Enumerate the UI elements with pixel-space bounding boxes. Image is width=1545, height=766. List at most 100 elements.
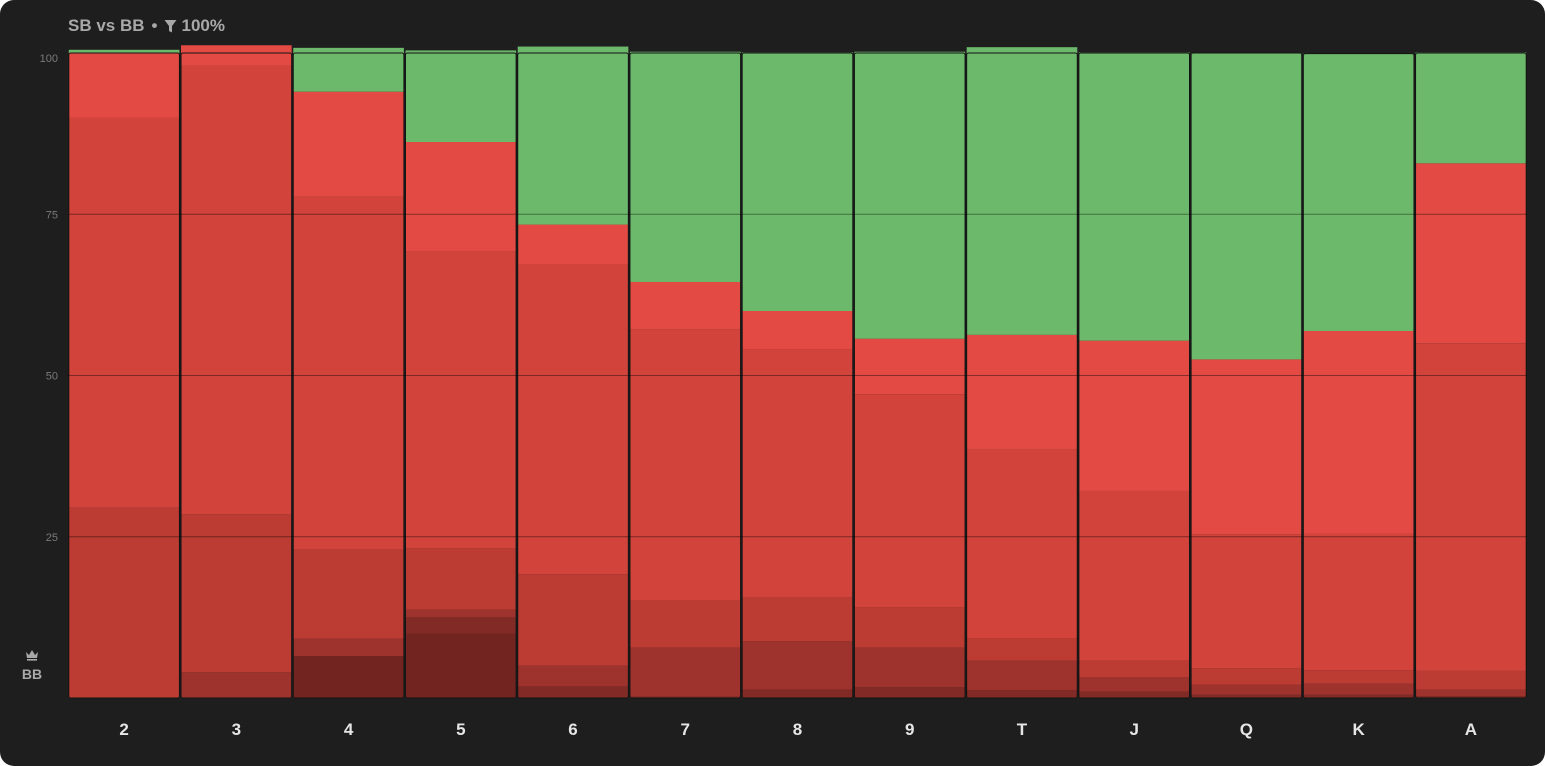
bar-segment xyxy=(1303,331,1414,534)
bar-8 xyxy=(741,52,854,699)
bar-segment xyxy=(1078,677,1190,692)
x-tick-label: J xyxy=(1129,720,1138,739)
bar-segment xyxy=(181,514,292,673)
bar-outline xyxy=(1415,52,1527,699)
bar-6 xyxy=(517,46,629,699)
bar-segment xyxy=(1415,343,1527,671)
bar-segment xyxy=(405,633,517,698)
x-tick-label: T xyxy=(1017,720,1028,739)
bar-segment xyxy=(966,334,1078,450)
bar-segment xyxy=(966,660,1078,691)
bar-segment xyxy=(966,449,1078,639)
bar-outline xyxy=(741,52,854,699)
chart-header: SB vs BB • 100% xyxy=(68,14,225,38)
bar-segment xyxy=(629,647,741,697)
x-tick-label: 2 xyxy=(119,720,128,739)
bar-segment xyxy=(629,281,741,330)
bar-segment xyxy=(68,49,180,53)
bar-segment xyxy=(1191,684,1302,695)
bar-9 xyxy=(853,51,966,699)
bar-segment xyxy=(742,641,853,690)
bar-segment xyxy=(1191,53,1302,360)
bar-segment xyxy=(405,50,517,143)
x-tick-label: 7 xyxy=(681,720,690,739)
bar-segment xyxy=(1303,694,1414,698)
x-tick-label: 5 xyxy=(456,720,465,739)
filter-icon[interactable] xyxy=(164,17,177,41)
y-tick-label: 100 xyxy=(40,53,58,65)
bar-segment xyxy=(742,597,853,642)
bar-outline xyxy=(629,52,742,699)
bar-7 xyxy=(629,51,742,699)
filter-value[interactable]: 100% xyxy=(181,16,225,35)
x-tick-label: Q xyxy=(1240,720,1253,739)
bar-segment xyxy=(1415,689,1527,697)
bar-segment xyxy=(293,656,404,698)
bar-3 xyxy=(180,45,293,699)
x-tick-label: 8 xyxy=(793,720,802,739)
bar-segment xyxy=(742,349,853,598)
matchup-title: SB vs BB xyxy=(68,16,145,35)
bar-outline xyxy=(404,52,517,699)
bar-5 xyxy=(404,50,517,699)
bar-outline xyxy=(517,52,629,699)
bar-segment xyxy=(293,549,404,639)
bar-segment xyxy=(181,672,292,698)
position-label: BB xyxy=(21,666,43,682)
bar-segment xyxy=(293,196,404,550)
bar-segment xyxy=(1415,163,1527,344)
bar-outline xyxy=(1302,53,1415,699)
bar-segment xyxy=(181,45,292,66)
bar-segment xyxy=(742,52,853,312)
bar-segment xyxy=(68,53,180,118)
bar-segment xyxy=(405,548,517,610)
bar-outline xyxy=(292,52,405,699)
bar-segment xyxy=(1303,53,1414,331)
bar-4 xyxy=(292,47,405,699)
bar-segment xyxy=(1303,533,1414,671)
bar-segment xyxy=(629,329,741,601)
x-tick-label: 3 xyxy=(232,720,241,739)
bar-segment xyxy=(854,687,966,698)
bar-segment xyxy=(517,264,629,575)
bar-outline xyxy=(853,52,966,699)
bar-segment xyxy=(1415,670,1527,690)
bar-segment xyxy=(629,696,741,698)
bar-segment xyxy=(405,142,517,252)
bar-segment xyxy=(68,507,180,698)
bar-segment xyxy=(68,117,180,508)
bar-segment xyxy=(517,686,629,698)
x-tick-label: K xyxy=(1353,720,1366,739)
bar-outline xyxy=(966,52,1078,699)
bar-segment xyxy=(517,574,629,666)
bar-segment xyxy=(854,394,966,608)
bar-segment xyxy=(405,617,517,634)
bar-segment xyxy=(629,51,741,282)
bar-outline xyxy=(180,52,293,699)
bar-segment xyxy=(1078,691,1190,698)
bar-segment xyxy=(1191,359,1302,535)
x-tick-label: A xyxy=(1465,720,1477,739)
bar-segment xyxy=(517,224,629,265)
bar-segment xyxy=(181,65,292,515)
x-tick-label: 9 xyxy=(905,720,914,739)
bar-segment xyxy=(742,311,853,350)
bar-segment xyxy=(517,665,629,687)
bar-outline xyxy=(68,52,180,699)
bar-segment xyxy=(1078,340,1190,491)
bar-segment xyxy=(1078,52,1190,341)
bar-A xyxy=(1415,52,1527,699)
x-tick-label: 4 xyxy=(344,720,354,739)
bar-segment xyxy=(293,47,404,92)
bar-segment xyxy=(1191,668,1302,685)
bar-outline xyxy=(1078,52,1191,699)
bar-segment xyxy=(854,647,966,688)
bar-segment xyxy=(1191,534,1302,669)
bar-segment xyxy=(629,600,741,648)
bar-segment xyxy=(854,338,966,395)
bar-K xyxy=(1302,53,1415,699)
bar-T xyxy=(966,47,1078,699)
y-tick-label: 75 xyxy=(46,209,58,221)
